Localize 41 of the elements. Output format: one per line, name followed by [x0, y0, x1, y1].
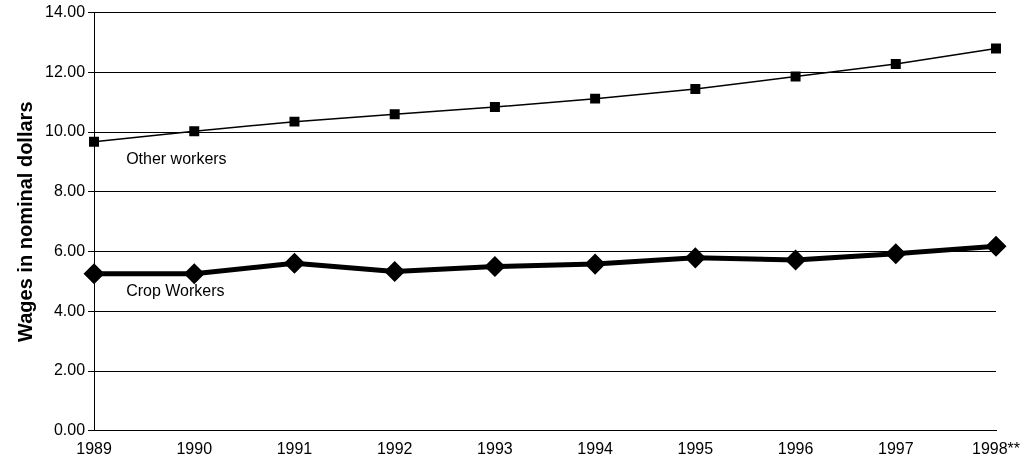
y-tick-label: 2.00	[53, 361, 86, 379]
x-tick-label: 1996	[777, 439, 814, 457]
point	[890, 58, 901, 69]
point	[485, 257, 505, 277]
point	[986, 236, 1006, 256]
point	[585, 254, 605, 274]
point	[489, 102, 500, 112]
x-tick-label: 1995	[677, 439, 714, 457]
point	[289, 116, 300, 127]
y-tick-label: 8.00	[53, 182, 86, 200]
point	[184, 264, 204, 284]
series-label: Crop Workers	[126, 282, 225, 300]
point	[991, 43, 1001, 54]
point	[685, 248, 705, 268]
point	[786, 250, 806, 270]
point	[189, 126, 200, 137]
point	[389, 109, 400, 120]
point	[89, 136, 100, 147]
point	[284, 253, 304, 273]
y-tick-label: 10.00	[44, 122, 86, 140]
x-tick-label: 1990	[176, 439, 213, 457]
y-tick-label: 12.00	[44, 62, 86, 80]
y-tick-label: 14.00	[44, 3, 86, 21]
series-label: Other workers	[126, 150, 227, 168]
point	[690, 84, 701, 95]
x-tick-label: 1997	[877, 439, 914, 457]
point	[84, 264, 104, 284]
x-tick-label: 1989	[76, 439, 112, 457]
y-axis-title: Wages in nominal dollars	[13, 101, 36, 342]
point	[385, 262, 405, 282]
point	[790, 71, 801, 82]
x-tick-label: 1991	[276, 439, 313, 457]
x-tick-label: 1993	[477, 439, 513, 457]
point	[886, 244, 906, 264]
y-tick-label: 6.00	[53, 241, 86, 259]
y-tick-label: 4.00	[53, 301, 86, 319]
x-tick-label: 1994	[577, 439, 614, 457]
y-tick-label: 0.00	[53, 421, 86, 439]
point	[590, 93, 601, 104]
x-tick-label: 1998**	[971, 439, 1021, 457]
x-tick-label: 1992	[376, 439, 413, 457]
